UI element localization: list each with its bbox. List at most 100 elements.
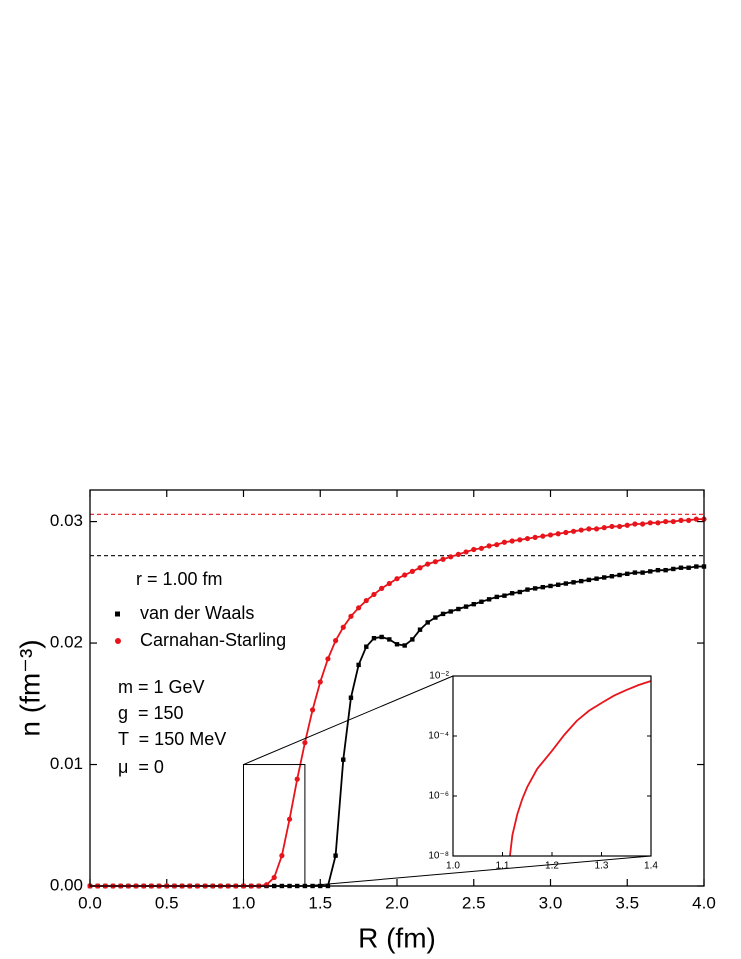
marker — [471, 601, 476, 607]
marker — [440, 611, 446, 617]
marker — [417, 565, 423, 571]
x-tick-label: 4.0 — [692, 893, 716, 912]
y-axis-label: n (fm⁻³) — [14, 639, 45, 736]
marker — [371, 591, 377, 598]
legend-marker — [115, 611, 120, 617]
marker — [371, 635, 377, 641]
marker — [563, 529, 569, 536]
marker — [494, 542, 500, 548]
annotation: g = 150 — [118, 703, 184, 723]
marker — [586, 526, 592, 532]
marker — [563, 581, 569, 586]
marker — [625, 571, 630, 577]
legend-label: van der Waals — [140, 603, 254, 623]
marker — [686, 565, 691, 570]
marker — [616, 523, 623, 530]
marker — [602, 575, 607, 580]
marker — [463, 604, 469, 609]
marker — [578, 527, 584, 533]
marker — [409, 568, 415, 574]
marker — [655, 520, 661, 526]
marker — [640, 521, 646, 527]
annotation: μ = 0 — [118, 757, 164, 777]
plot-frame — [89, 489, 705, 887]
x-tick-label: 0.0 — [78, 893, 102, 912]
marker — [648, 569, 653, 574]
marker — [448, 609, 453, 614]
inset-line — [509, 680, 652, 857]
marker — [594, 576, 599, 581]
marker — [571, 580, 576, 585]
marker — [348, 613, 354, 619]
marker — [617, 572, 622, 578]
marker — [486, 543, 492, 549]
marker — [678, 517, 684, 523]
inset-y-tick-label: 10⁻⁶ — [428, 791, 449, 802]
inset-x-tick-label: 1.3 — [595, 861, 609, 872]
inset-x-tick-label: 1.0 — [446, 861, 460, 872]
marker — [670, 518, 676, 525]
marker — [555, 582, 561, 587]
marker — [593, 526, 600, 532]
marker — [456, 606, 461, 612]
marker — [341, 757, 346, 762]
marker — [540, 584, 546, 590]
marker — [425, 561, 431, 567]
marker — [279, 853, 285, 859]
marker — [501, 539, 508, 545]
legend-marker — [115, 638, 121, 644]
marker — [509, 538, 515, 544]
marker — [463, 549, 469, 555]
legend-label: Carnahan-Starling — [140, 630, 286, 650]
inset-x-tick-label: 1.2 — [545, 861, 559, 872]
marker — [387, 637, 392, 642]
marker — [579, 578, 584, 584]
inset-x-tick-label: 1.4 — [644, 861, 658, 872]
y-tick-label: 0.01 — [50, 754, 83, 773]
marker — [394, 576, 400, 582]
marker — [394, 642, 400, 647]
marker — [632, 521, 638, 527]
marker — [517, 589, 522, 595]
marker — [570, 528, 577, 534]
marker — [502, 593, 507, 598]
y-tick-label: 0.02 — [50, 633, 83, 652]
marker — [509, 591, 515, 596]
marker — [432, 559, 438, 565]
marker — [425, 620, 430, 625]
marker — [647, 520, 653, 526]
marker — [448, 554, 454, 560]
marker — [402, 643, 407, 648]
marker — [517, 537, 523, 543]
marker — [433, 615, 438, 620]
marker — [601, 525, 607, 531]
marker — [586, 577, 592, 583]
marker — [663, 567, 668, 573]
marker — [686, 517, 692, 523]
marker — [356, 662, 361, 668]
marker — [356, 605, 362, 611]
marker — [632, 570, 638, 575]
x-tick-label: 1.0 — [232, 893, 256, 912]
inset-background — [453, 676, 651, 856]
marker — [363, 597, 369, 604]
x-tick-label: 1.5 — [308, 893, 332, 912]
marker — [694, 564, 699, 569]
marker — [379, 634, 384, 640]
marker — [548, 583, 553, 589]
marker — [663, 518, 669, 525]
y-tick-label: 0.03 — [50, 511, 83, 530]
marker — [333, 853, 338, 858]
marker — [540, 533, 546, 539]
x-axis-label: R (fm) — [358, 922, 436, 953]
marker — [609, 574, 615, 579]
x-tick-label: 3.0 — [539, 893, 563, 912]
inset-x-tick-label: 1.1 — [496, 861, 510, 872]
x-tick-label: 2.5 — [462, 893, 486, 912]
marker — [348, 695, 354, 700]
zoom-box — [243, 764, 306, 887]
zoom-connector — [304, 855, 652, 887]
marker — [455, 551, 461, 557]
marker — [379, 585, 385, 591]
x-tick-label: 0.5 — [155, 893, 179, 912]
